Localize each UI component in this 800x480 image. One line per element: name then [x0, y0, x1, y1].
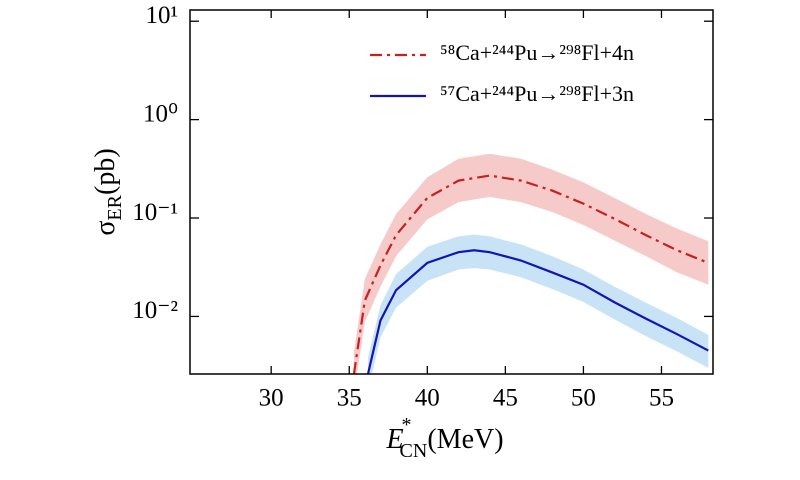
x-tick-label: 55	[649, 385, 674, 412]
data-line	[352, 174, 709, 374]
y-tick-label: 10⁰	[143, 100, 178, 127]
y-label-symbol: σ	[90, 221, 121, 236]
data-line	[366, 249, 709, 374]
x-axis-label: E* CN(MeV)	[385, 414, 503, 462]
y-label-unit: (pb)	[90, 148, 121, 195]
y-axis-label: σER(pb)	[90, 148, 125, 235]
y-label-subscript: ER	[104, 194, 126, 220]
x-label-superscript: *	[402, 414, 412, 436]
legend-label: ⁵⁸Ca+²⁴⁴Pu→²⁹⁸Fl+4n	[440, 40, 634, 65]
x-label-symbol: E	[385, 424, 403, 455]
x-tick-label: 50	[571, 385, 596, 412]
y-tick-label: 10⁻¹	[132, 199, 178, 226]
confidence-band	[353, 153, 709, 374]
x-tick-label: 40	[415, 385, 440, 412]
x-tick-label: 30	[259, 385, 284, 412]
x-tick-label: 45	[493, 385, 518, 412]
y-tick-label: 10¹	[146, 2, 179, 29]
legend-label: ⁵⁷Ca+²⁴⁴Pu→²⁹⁸Fl+3n	[440, 81, 634, 106]
x-label-subscript: CN	[400, 440, 428, 462]
plot-area	[352, 153, 709, 374]
x-tick-label: 35	[337, 385, 362, 412]
y-tick-label: 10⁻²	[132, 297, 178, 324]
x-label-unit: (MeV)	[427, 424, 503, 455]
plot-frame	[189, 9, 714, 375]
confidence-band	[367, 234, 709, 374]
